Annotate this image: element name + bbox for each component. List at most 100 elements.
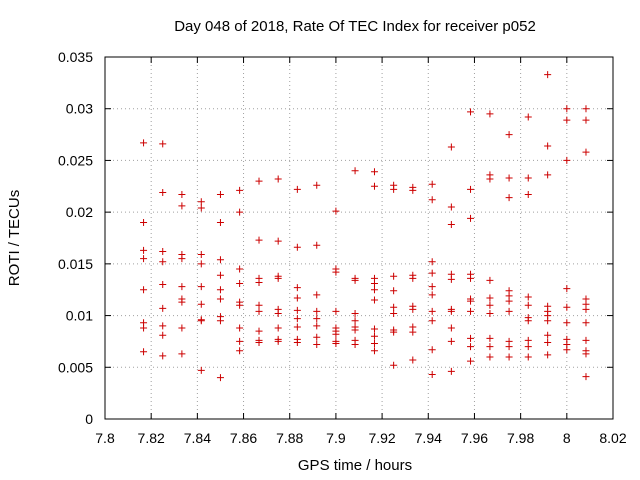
data-point <box>447 143 455 151</box>
x-tick-label: 7.94 <box>415 430 442 446</box>
data-point <box>313 291 321 299</box>
data-point <box>428 283 436 291</box>
data-point <box>178 324 186 332</box>
y-tick-label: 0.035 <box>58 49 93 65</box>
data-point <box>293 243 301 251</box>
data-point <box>428 180 436 188</box>
data-point <box>428 196 436 204</box>
data-point <box>505 297 513 305</box>
data-point <box>293 284 301 292</box>
data-point <box>216 374 224 382</box>
data-point <box>467 343 475 351</box>
data-point <box>390 272 398 280</box>
data-point <box>140 324 148 332</box>
data-point <box>197 300 205 308</box>
data-point <box>351 310 359 318</box>
data-point <box>505 174 513 182</box>
data-point <box>428 307 436 315</box>
x-axis-label: GPS time / hours <box>298 457 412 474</box>
y-axis: 0 0.005 0.01 0.015 0.02 0.025 0.03 0.035 <box>58 49 613 427</box>
data-point <box>390 361 398 369</box>
data-point <box>390 303 398 311</box>
data-point <box>351 341 359 349</box>
data-point <box>486 294 494 302</box>
data-point <box>255 177 263 185</box>
data-point <box>582 148 590 156</box>
data-point <box>370 286 378 294</box>
data-point <box>351 167 359 175</box>
x-tick-label: 7.96 <box>461 430 488 446</box>
data-point <box>332 207 340 215</box>
y-tick-label: 0.005 <box>58 359 93 375</box>
data-point <box>467 357 475 365</box>
data-point <box>274 175 282 183</box>
data-point <box>486 343 494 351</box>
data-point <box>159 331 167 339</box>
data-point <box>447 221 455 229</box>
data-point <box>197 198 205 206</box>
data-point <box>486 301 494 309</box>
data-point <box>447 324 455 332</box>
data-point <box>467 185 475 193</box>
data-point <box>563 105 571 113</box>
data-point <box>293 338 301 346</box>
data-point <box>159 140 167 148</box>
data-point <box>293 323 301 331</box>
data-point <box>428 371 436 379</box>
data-point <box>524 191 532 199</box>
data-point <box>351 276 359 284</box>
data-point <box>563 346 571 354</box>
data-point <box>178 283 186 291</box>
data-point <box>486 276 494 284</box>
data-point <box>313 341 321 349</box>
data-point <box>409 328 417 336</box>
data-point <box>447 307 455 315</box>
data-point <box>544 351 552 359</box>
y-tick-label: 0.01 <box>66 308 93 324</box>
data-point <box>467 274 475 282</box>
data-point <box>159 258 167 266</box>
data-point <box>178 191 186 199</box>
data-point <box>524 113 532 121</box>
data-point <box>524 293 532 301</box>
plot-frame <box>104 56 614 420</box>
data-point <box>159 304 167 312</box>
data-point <box>370 347 378 355</box>
data-point <box>505 194 513 202</box>
data-point <box>255 236 263 244</box>
data-point <box>370 280 378 288</box>
data-point <box>486 334 494 342</box>
x-tick-label: 7.84 <box>184 430 211 446</box>
data-point <box>197 366 205 374</box>
data-point <box>524 343 532 351</box>
data-point <box>332 330 340 338</box>
data-point <box>505 343 513 351</box>
x-tick-label: 7.9 <box>326 430 346 446</box>
data-point <box>178 202 186 210</box>
data-point <box>486 175 494 183</box>
data-point <box>159 322 167 330</box>
data-point <box>216 256 224 264</box>
data-point <box>428 317 436 325</box>
data-point <box>293 185 301 193</box>
data-point <box>524 317 532 325</box>
data-point <box>274 324 282 332</box>
data-point <box>582 336 590 344</box>
data-point <box>140 218 148 226</box>
data-point <box>505 307 513 315</box>
data-point <box>447 203 455 211</box>
data-point <box>524 301 532 309</box>
data-point <box>544 71 552 79</box>
data-points <box>140 71 590 382</box>
data-point <box>236 265 244 273</box>
data-point <box>197 251 205 259</box>
y-tick-label: 0.02 <box>66 204 93 220</box>
data-point <box>428 269 436 277</box>
data-point <box>563 156 571 164</box>
data-point <box>467 297 475 305</box>
data-point <box>313 333 321 341</box>
data-point <box>255 327 263 335</box>
data-point <box>505 353 513 361</box>
data-point <box>313 241 321 249</box>
data-point <box>390 328 398 336</box>
